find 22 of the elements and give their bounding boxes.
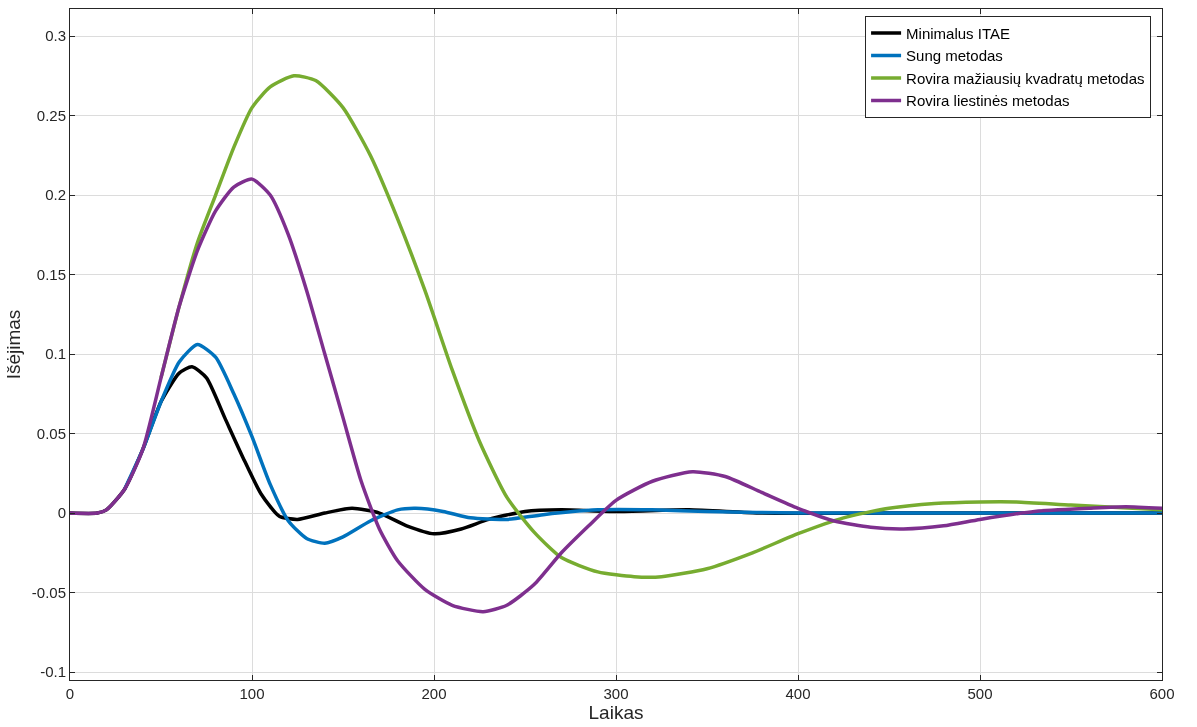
y-tick-label: 0.1 [45,345,66,363]
y-tick-label: -0.1 [40,663,66,681]
y-tick-label: 0.15 [36,265,66,283]
x-tick-label: 200 [421,685,447,702]
legend-label: Minimalus ITAE [906,24,1010,42]
y-tick-label: 0.25 [36,106,66,124]
y-tick-label: 0 [57,504,66,522]
y-tick-label: 0.2 [45,186,66,204]
y-tick-label: 0.3 [45,27,66,45]
y-axis-title: Išėjimas [2,309,24,380]
x-tick-label: 300 [603,685,629,702]
x-tick-label: 600 [1149,685,1175,702]
y-tick-label: 0.05 [36,424,66,442]
y-tick-label: -0.05 [31,583,66,601]
x-axis-title: Laikas [588,702,644,723]
line-series [70,177,1162,614]
x-tick-label: 100 [239,685,265,702]
legend-label: Rovira liestinės metodas [906,92,1070,110]
x-tick-label: 400 [785,685,811,702]
x-tick-label: 500 [967,685,993,702]
legend-label: Rovira mažiausių kvadratų metodas [906,69,1145,87]
legend-label: Sung metodas [906,47,1003,65]
